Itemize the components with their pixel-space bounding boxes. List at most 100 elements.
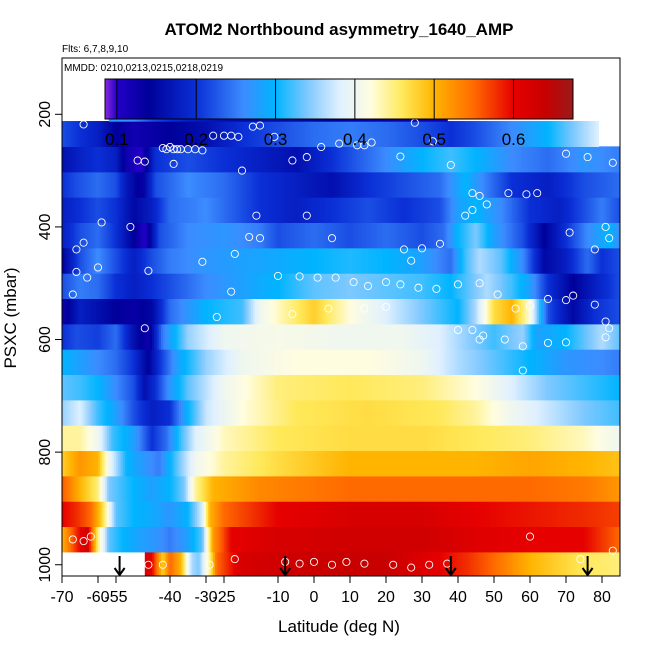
heatmap-cell (150, 399, 153, 426)
heatmap-cell (600, 425, 603, 452)
heatmap-cell (251, 551, 254, 576)
heatmap-cell (117, 450, 121, 477)
heatmap-cell (141, 146, 144, 173)
heatmap-cell (434, 425, 437, 452)
heatmap-cell (616, 425, 619, 452)
heatmap-cell (92, 146, 95, 173)
heatmap-cell (242, 298, 245, 325)
heatmap-cell (555, 501, 558, 528)
heatmap-cell (573, 475, 576, 502)
heatmap-cell (98, 475, 101, 502)
heatmap-cell (285, 399, 288, 426)
heatmap-cell (425, 222, 428, 249)
heatmap-cell (396, 450, 400, 477)
heatmap-cell (98, 171, 101, 198)
heatmap-cell (441, 222, 445, 249)
heatmap-cell (328, 197, 331, 223)
heatmap-cell (87, 501, 90, 528)
heatmap-cell (535, 298, 538, 325)
heatmap-cell (254, 526, 257, 553)
heatmap-cell (492, 323, 495, 350)
heatmap-cell (551, 247, 554, 274)
heatmap-cell (333, 374, 337, 401)
heatmap-cell (321, 298, 324, 325)
heatmap-cell (506, 222, 509, 249)
heatmap-cell (461, 222, 464, 249)
heatmap-cell (74, 425, 77, 452)
heatmap-cell (269, 551, 272, 576)
heatmap-cell (353, 298, 356, 325)
heatmap-cell (96, 399, 99, 426)
heatmap-cell (611, 197, 614, 223)
heatmap-cell (558, 399, 562, 426)
heatmap-cell (600, 171, 603, 198)
heatmap-cell (386, 526, 389, 553)
heatmap-cell (242, 425, 245, 452)
heatmap-cell (585, 425, 589, 452)
heatmap-cell (612, 171, 616, 198)
heatmap-cell (458, 222, 461, 249)
heatmap-cell (544, 425, 547, 452)
heatmap-cell (85, 273, 88, 300)
heatmap-cell (350, 247, 353, 274)
heatmap-cell (454, 349, 457, 376)
heatmap-cell (575, 349, 578, 376)
heatmap-cell (564, 197, 567, 223)
heatmap-cell (459, 374, 463, 401)
heatmap-cell (571, 501, 574, 528)
heatmap-cell (193, 273, 196, 300)
heatmap-cell (348, 222, 351, 249)
heatmap-cell (103, 475, 106, 502)
heatmap-cell (297, 273, 301, 300)
heatmap-cell (326, 425, 329, 452)
heatmap-cell (80, 425, 83, 452)
heatmap-cell (474, 323, 477, 350)
heatmap-cell (576, 551, 580, 576)
heatmap-cell (170, 298, 173, 325)
heatmap-cell (425, 475, 428, 502)
heatmap-cell (359, 526, 362, 553)
heatmap-cell (441, 273, 445, 300)
heatmap-cell (418, 323, 421, 350)
heatmap-cell (171, 425, 175, 452)
heatmap-cell (134, 399, 137, 426)
heatmap-cell (443, 197, 446, 223)
heatmap-cell (591, 374, 594, 401)
heatmap-cell (231, 374, 234, 401)
heatmap-cell (447, 323, 450, 350)
heatmap-cell (162, 298, 166, 325)
heatmap-cell (337, 526, 340, 553)
heatmap-cell (247, 501, 250, 528)
heatmap-cell (139, 323, 142, 350)
heatmap-cell (180, 399, 184, 426)
heatmap-cell (483, 475, 486, 502)
heatmap-cell (422, 222, 425, 249)
heatmap-cell (483, 298, 486, 325)
heatmap-cell (609, 349, 612, 376)
heatmap-cell (173, 501, 176, 528)
heatmap-cell (225, 222, 229, 249)
heatmap-cell (593, 323, 596, 350)
heatmap-cell (468, 171, 472, 198)
heatmap-cell (573, 323, 576, 350)
heatmap-cell (225, 450, 229, 477)
heatmap-cell (139, 171, 142, 198)
heatmap-cell (366, 222, 369, 249)
heatmap-cell (517, 526, 520, 553)
heatmap-cell (314, 323, 317, 350)
heatmap-cell (440, 171, 443, 198)
heatmap-cell (420, 551, 423, 576)
heatmap-cell (591, 273, 594, 300)
heatmap-cell (490, 171, 493, 198)
heatmap-cell (200, 551, 203, 576)
heatmap-cell (173, 146, 176, 173)
heatmap-cell (569, 526, 572, 553)
heatmap-cell (459, 526, 463, 553)
heatmap-cell (202, 298, 205, 325)
heatmap-cell (486, 298, 490, 325)
heatmap-cell (288, 501, 292, 528)
heatmap-cell (213, 450, 216, 477)
heatmap-cell (301, 374, 304, 401)
heatmap-cell (486, 501, 490, 528)
heatmap-cell (422, 374, 425, 401)
